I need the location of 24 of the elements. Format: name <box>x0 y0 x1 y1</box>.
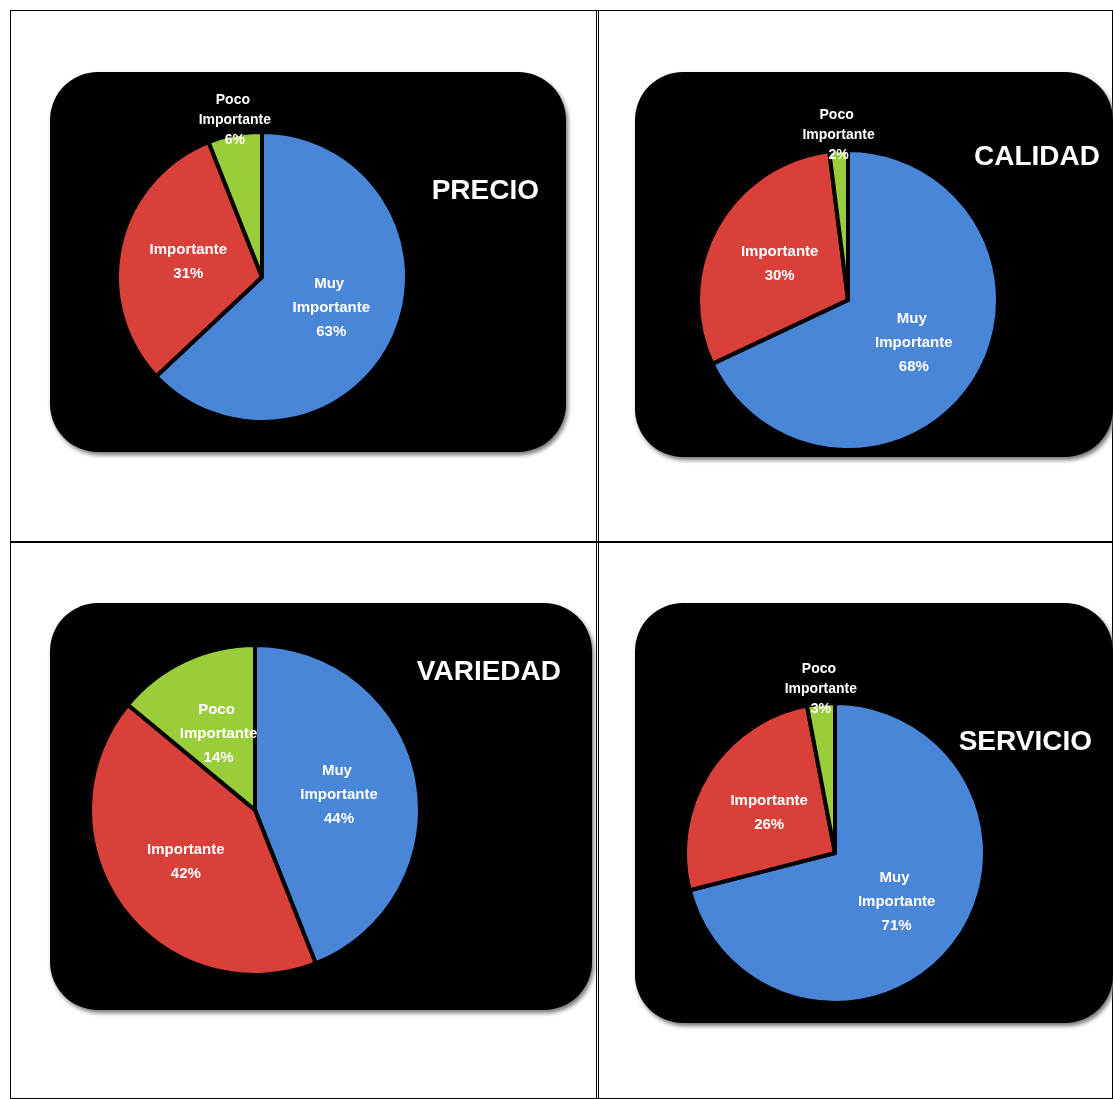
slice-label: Poco Importante <box>784 659 858 696</box>
slice-label: Muy Importante <box>857 868 936 910</box>
slice-label: Importante <box>740 241 819 259</box>
slice-label: Importante <box>730 790 808 808</box>
data-label: 68% <box>898 357 929 375</box>
slice-label: Importante <box>147 839 225 857</box>
text: CALIDAD <box>974 139 1101 171</box>
data-label: 14% <box>203 748 234 766</box>
text: VARIEDAD <box>416 654 561 686</box>
text: PRECIO <box>431 173 540 205</box>
data-label: 42% <box>170 863 201 881</box>
slice-label: Muy Importante <box>292 274 371 316</box>
slice-label: Poco Importante <box>198 90 272 127</box>
text: SERVICIO <box>958 724 1093 756</box>
data-label: 26% <box>754 814 785 832</box>
data-label: 63% <box>316 322 347 340</box>
slice-label: Importante <box>149 240 228 258</box>
data-label: 71% <box>881 916 912 934</box>
data-label: 31% <box>173 264 204 282</box>
slice-label: Muy Importante <box>875 309 953 351</box>
data-label: 44% <box>323 809 354 827</box>
slice-label: Muy Importante <box>300 761 378 803</box>
data-label: 30% <box>764 265 795 283</box>
slice-label: Poco Importante <box>802 106 875 143</box>
